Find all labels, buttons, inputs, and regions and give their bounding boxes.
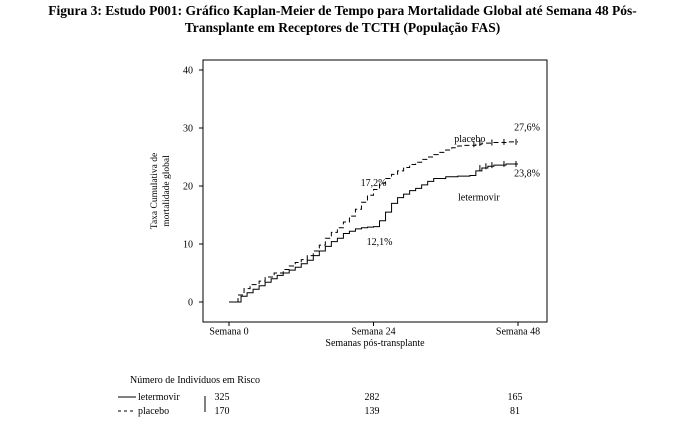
- chart-annotation: 23,8%: [514, 169, 540, 180]
- risk-row-label: placebo: [138, 406, 169, 417]
- x-tick-label: Semana 0: [209, 326, 248, 337]
- risk-table-title: Número de Indivíduos em Risco: [130, 375, 260, 386]
- annotations: placebo letermovir 27,6% 23,8% 17,2% 12,1%: [361, 122, 540, 248]
- chart-annotation: 12,1%: [367, 237, 393, 248]
- risk-row-label: letermovir: [138, 392, 180, 403]
- risk-table: Número de Indivíduos em Risco letermovir…: [118, 375, 523, 417]
- risk-row-value: 139: [365, 406, 380, 417]
- risk-row-value: 282: [365, 392, 380, 403]
- series-letermovir: [229, 163, 518, 303]
- chart-annotation: placebo: [454, 134, 485, 145]
- y-axis: 0 10 20 30 40: [183, 66, 203, 309]
- x-axis-label: Semanas pós-transplante: [325, 338, 425, 349]
- chart-annotation: 27,6%: [514, 122, 540, 133]
- y-axis-label-line1: Taxa Cumulativa de: [150, 153, 160, 229]
- y-tick-label: 10: [183, 240, 193, 251]
- risk-row-value: 170: [215, 406, 230, 417]
- figure-title: Figura 3: Estudo P001: Gráfico Kaplan-Me…: [0, 2, 685, 36]
- y-tick-label: 40: [183, 66, 193, 77]
- chart-annotation: letermovir: [458, 193, 500, 204]
- series-placebo: [229, 141, 518, 303]
- risk-row-value: 165: [508, 392, 523, 403]
- x-tick-label: Semana 24: [351, 326, 395, 337]
- x-axis: Semana 0 Semana 24 Semana 48: [209, 322, 540, 337]
- y-axis-label-line2: mortalidade global: [162, 155, 172, 227]
- y-tick-label: 0: [188, 298, 193, 309]
- plot-frame: [202, 59, 548, 323]
- figure-title-line1: Figura 3: Estudo P001: Gráfico Kaplan-Me…: [48, 3, 637, 18]
- chart-annotation: 17,2%: [361, 178, 387, 189]
- risk-row-value: 81: [510, 406, 520, 417]
- risk-row-value: 325: [215, 392, 230, 403]
- series-group: [229, 138, 518, 303]
- y-tick-label: 20: [183, 182, 193, 193]
- y-tick-label: 30: [183, 124, 193, 135]
- figure-title-line2: Transplante em Receptores de TCTH (Popul…: [184, 20, 501, 35]
- x-tick-label: Semana 48: [496, 326, 540, 337]
